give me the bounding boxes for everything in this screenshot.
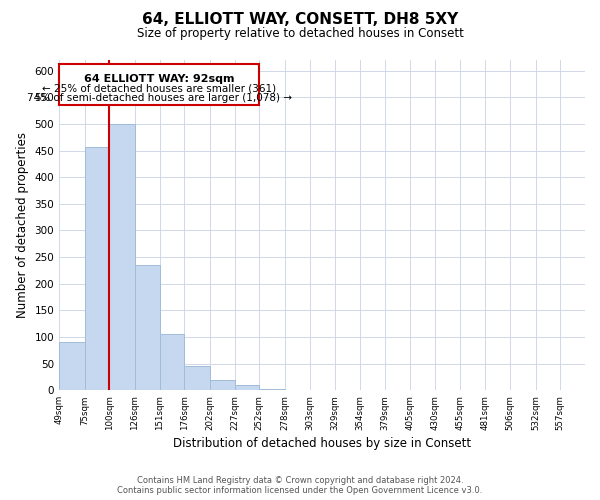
Bar bbox=[210, 380, 235, 390]
Bar bbox=[135, 265, 160, 390]
Text: ← 25% of detached houses are smaller (361): ← 25% of detached houses are smaller (36… bbox=[42, 84, 276, 94]
Text: 64 ELLIOTT WAY: 92sqm: 64 ELLIOTT WAY: 92sqm bbox=[84, 74, 235, 84]
Text: 64, ELLIOTT WAY, CONSETT, DH8 5XY: 64, ELLIOTT WAY, CONSETT, DH8 5XY bbox=[142, 12, 458, 28]
Bar bbox=[160, 334, 184, 390]
FancyBboxPatch shape bbox=[59, 64, 259, 106]
Y-axis label: Number of detached properties: Number of detached properties bbox=[16, 132, 29, 318]
Text: 74% of semi-detached houses are larger (1,078) →: 74% of semi-detached houses are larger (… bbox=[26, 93, 292, 103]
Bar bbox=[59, 342, 85, 390]
Text: Size of property relative to detached houses in Consett: Size of property relative to detached ho… bbox=[137, 28, 463, 40]
Bar bbox=[109, 124, 135, 390]
Bar bbox=[85, 148, 109, 390]
X-axis label: Distribution of detached houses by size in Consett: Distribution of detached houses by size … bbox=[173, 437, 471, 450]
Bar bbox=[235, 385, 259, 390]
Bar bbox=[184, 366, 210, 390]
Text: Contains HM Land Registry data © Crown copyright and database right 2024.
Contai: Contains HM Land Registry data © Crown c… bbox=[118, 476, 482, 495]
